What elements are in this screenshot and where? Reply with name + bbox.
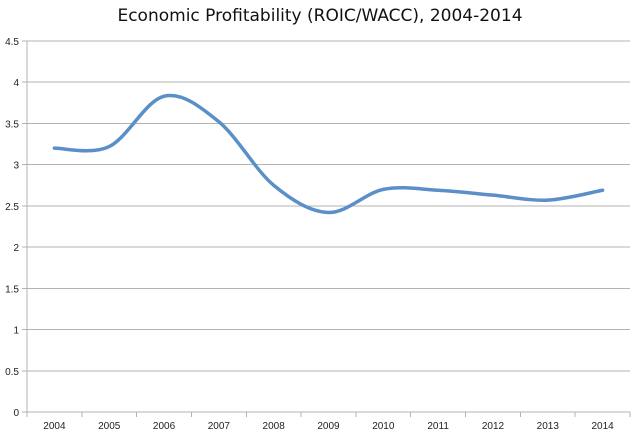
x-tick-label: 2013 bbox=[537, 421, 560, 432]
x-tick-label: 2008 bbox=[263, 421, 286, 432]
y-tick-label: 2 bbox=[13, 243, 19, 254]
y-tick-label: 0 bbox=[13, 408, 19, 419]
chart-title: Economic Profitability (ROIC/WACC), 2004… bbox=[117, 6, 523, 26]
x-tick-label: 2014 bbox=[591, 421, 614, 432]
x-tick-label: 2010 bbox=[372, 421, 395, 432]
y-tick-label: 3 bbox=[13, 161, 19, 172]
y-tick-label: 4 bbox=[13, 78, 19, 89]
x-tick-label: 2005 bbox=[98, 421, 121, 432]
x-tick-label: 2006 bbox=[153, 421, 176, 432]
x-tick-label: 2012 bbox=[482, 421, 505, 432]
x-tick-label: 2009 bbox=[317, 421, 340, 432]
y-axis-ticks: 0 0.5 1 1.5 2 2.5 3 3.5 4 4.5 bbox=[5, 37, 19, 419]
x-tick-label: 2007 bbox=[208, 421, 231, 432]
x-axis-ticks: 2004 2005 2006 2007 2008 2009 2010 2011 2012 2013… bbox=[43, 421, 614, 432]
gridlines bbox=[22, 40, 631, 417]
y-tick-label: 2.5 bbox=[5, 202, 19, 213]
x-tick-label: 2004 bbox=[43, 421, 66, 432]
y-tick-label: 0.5 bbox=[5, 367, 19, 378]
y-tick-label: 1.5 bbox=[5, 284, 19, 295]
y-tick-label: 3.5 bbox=[5, 119, 19, 130]
x-tick-label: 2011 bbox=[427, 421, 449, 432]
y-tick-label: 4.5 bbox=[5, 37, 19, 48]
y-tick-label: 1 bbox=[13, 326, 19, 337]
series-layer bbox=[52, 93, 605, 215]
series-line bbox=[52, 93, 605, 215]
